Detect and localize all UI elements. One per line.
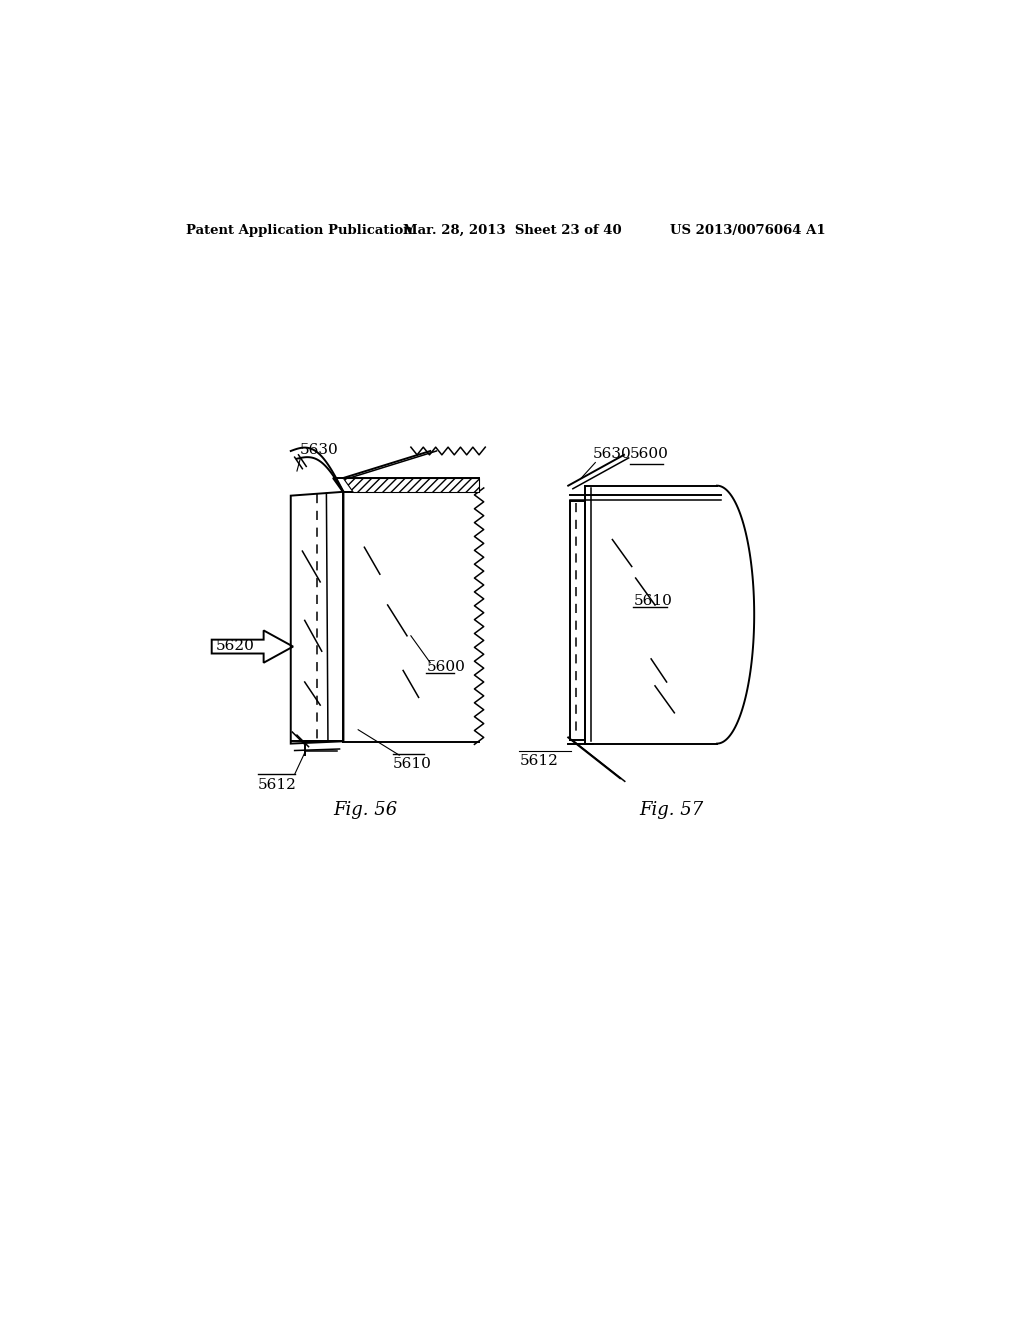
Text: 5620: 5620 [216, 639, 254, 653]
Polygon shape [343, 478, 479, 492]
Text: 5630: 5630 [593, 447, 632, 461]
Text: 5612: 5612 [258, 779, 297, 792]
Text: US 2013/0076064 A1: US 2013/0076064 A1 [671, 224, 826, 236]
Text: 5610: 5610 [633, 594, 672, 609]
Text: Fig. 56: Fig. 56 [334, 801, 397, 820]
Text: 5600: 5600 [630, 447, 669, 461]
Text: 5600: 5600 [426, 660, 465, 673]
Polygon shape [291, 492, 343, 743]
Text: 5630: 5630 [300, 444, 339, 457]
Text: 5612: 5612 [519, 754, 558, 768]
Polygon shape [334, 478, 479, 492]
Text: Mar. 28, 2013  Sheet 23 of 40: Mar. 28, 2013 Sheet 23 of 40 [403, 224, 622, 236]
Polygon shape [343, 492, 479, 742]
Text: Patent Application Publication: Patent Application Publication [186, 224, 413, 236]
Text: Fig. 57: Fig. 57 [640, 801, 703, 820]
Text: 5610: 5610 [393, 758, 432, 771]
